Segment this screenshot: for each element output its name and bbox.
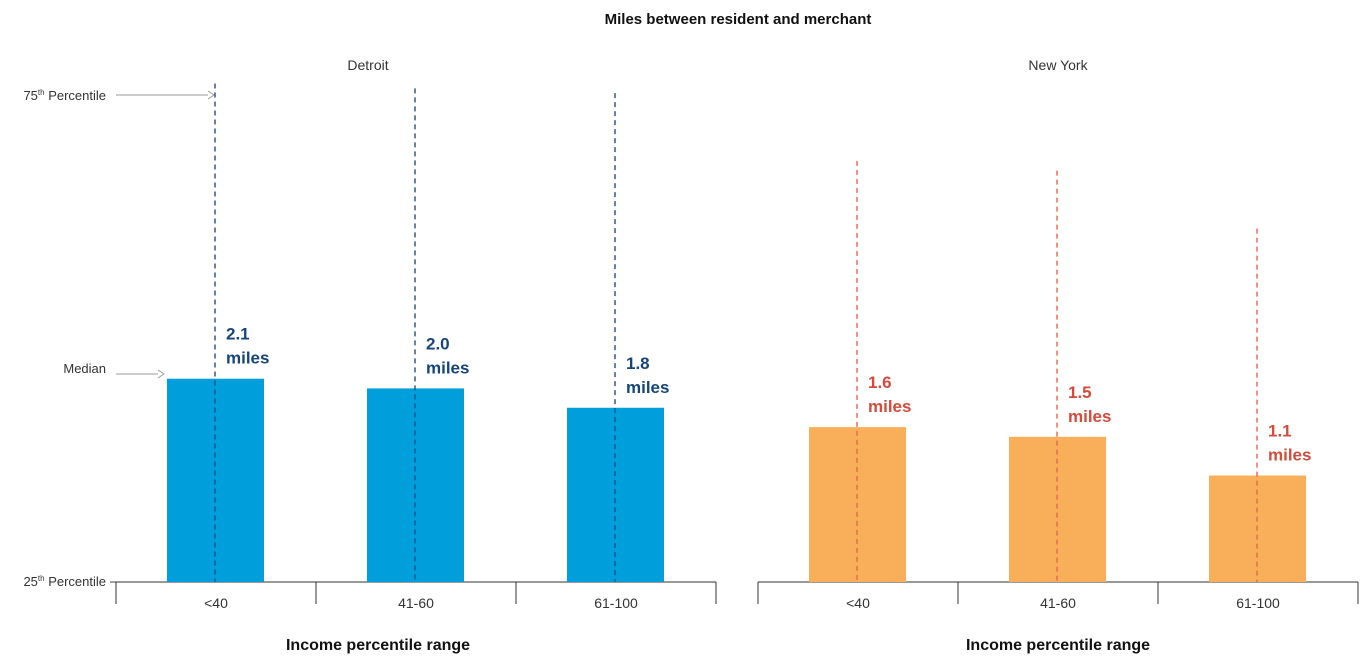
data-label-value: 1.8 xyxy=(626,354,650,373)
side-labels: 75th Percentile Median 25th Percentile xyxy=(23,88,215,589)
arrow-median-head xyxy=(157,369,165,379)
x-tick-label: 41-60 xyxy=(398,595,434,611)
data-label-unit: miles xyxy=(1268,446,1311,465)
x-tick-label: 41-60 xyxy=(1040,595,1076,611)
data-label-unit: miles xyxy=(426,358,469,377)
panel-title-detroit: Detroit xyxy=(347,57,388,73)
data-label-value: 2.1 xyxy=(226,325,250,344)
data-label-value: 1.1 xyxy=(1268,422,1292,441)
arrow-75th-head xyxy=(207,90,215,100)
data-label-unit: miles xyxy=(1068,407,1111,426)
panel-new-york: New York 1.6 miles <40 1.5 miles 41-60 1.1 miles… xyxy=(757,57,1359,654)
x-tick-label: 61-100 xyxy=(1236,595,1280,611)
data-label-unit: miles xyxy=(226,349,269,368)
chart-title: Miles between resident and merchant xyxy=(605,11,872,28)
x-axis-title-detroit: Income percentile range xyxy=(286,637,470,654)
label-25th-percentile: 25th Percentile xyxy=(23,574,106,589)
panel-detroit: Detroit 2.1 miles <40 2.0 miles 41-60 1.8 miles 6… xyxy=(115,57,717,654)
data-label-value: 1.5 xyxy=(1068,383,1092,402)
x-tick-label: 61-100 xyxy=(594,595,638,611)
data-label-value: 1.6 xyxy=(868,373,892,392)
x-tick-label: <40 xyxy=(204,595,228,611)
panel-title-new-york: New York xyxy=(1028,57,1088,73)
label-75th-percentile: 75th Percentile xyxy=(23,88,106,103)
x-tick-label: <40 xyxy=(846,595,870,611)
data-label-unit: miles xyxy=(626,378,669,397)
x-axis-title-new-york: Income percentile range xyxy=(966,637,1150,654)
data-label-value: 2.0 xyxy=(426,334,450,353)
label-median: Median xyxy=(63,361,106,376)
data-label-unit: miles xyxy=(868,397,911,416)
